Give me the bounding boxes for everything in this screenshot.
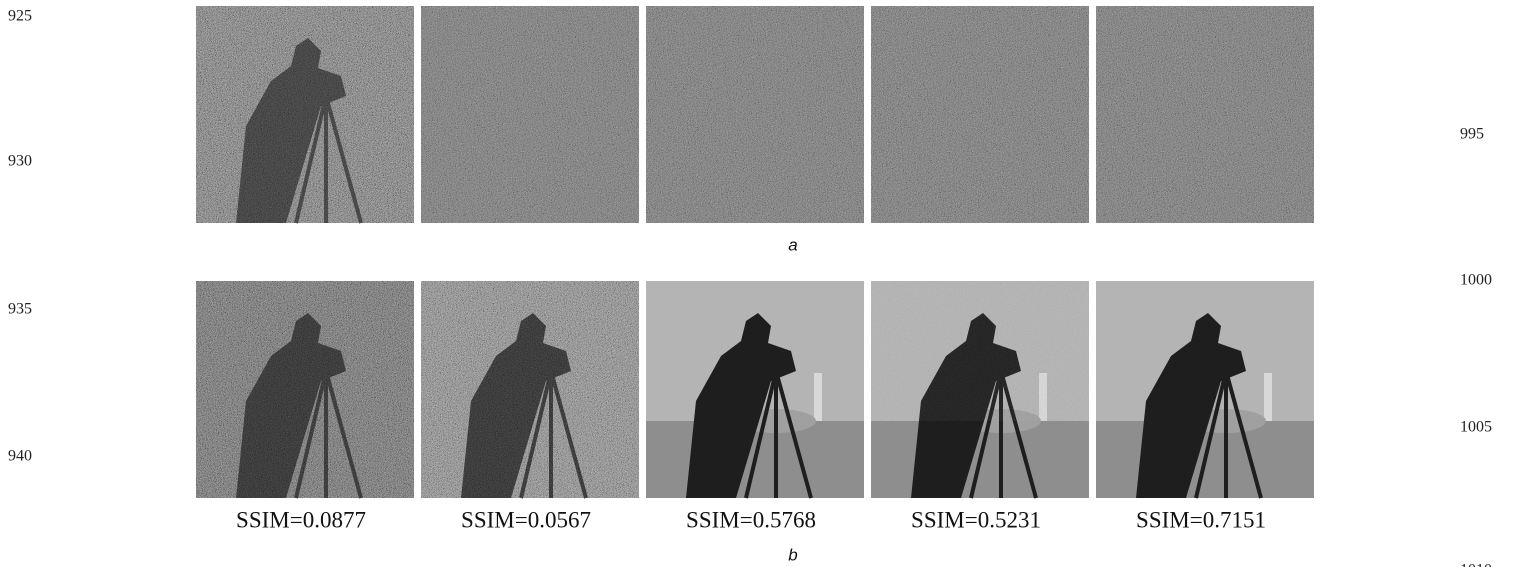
noise-overlay bbox=[871, 281, 1089, 421]
ssim-caption: SSIM=0.5231 bbox=[911, 507, 1041, 532]
ssim-caption: SSIM=0.5768 bbox=[686, 507, 816, 532]
image-panel bbox=[871, 281, 1089, 498]
image-panel bbox=[196, 281, 414, 498]
line-number: 1000 bbox=[1460, 272, 1492, 289]
noise-overlay bbox=[196, 281, 414, 498]
image-panel bbox=[421, 6, 639, 223]
noise-texture bbox=[646, 6, 864, 223]
image-panel bbox=[646, 6, 864, 223]
figure: a b 925 930 935 940 995 1000 1005 1010 SSIM=0.08… bbox=[0, 0, 1513, 567]
image-panel bbox=[1096, 6, 1314, 223]
ssim-caption: SSIM=0.0877 bbox=[236, 507, 366, 532]
noise-overlay bbox=[421, 281, 639, 498]
image-panel bbox=[421, 281, 639, 498]
line-number: 935 bbox=[8, 301, 32, 318]
ssim-caption: SSIM=0.0567 bbox=[461, 507, 591, 532]
row-label: a bbox=[788, 235, 797, 254]
building bbox=[814, 373, 822, 421]
image-panel bbox=[196, 6, 414, 223]
line-number: 925 bbox=[8, 8, 32, 25]
ssim-caption: SSIM=0.7151 bbox=[1136, 507, 1266, 532]
image-panel bbox=[1096, 281, 1314, 498]
noise-overlay bbox=[196, 6, 414, 223]
image-panel bbox=[646, 281, 864, 498]
line-number: 930 bbox=[8, 153, 32, 170]
line-number: 940 bbox=[8, 448, 32, 465]
image-panel bbox=[871, 6, 1089, 223]
page: a b 925 930 935 940 995 1000 1005 1010 SSIM=0.08… bbox=[0, 0, 1513, 567]
row-label: b bbox=[788, 545, 797, 564]
line-number: 1010 bbox=[1460, 562, 1492, 567]
noise-texture bbox=[871, 6, 1089, 223]
building bbox=[1264, 373, 1272, 421]
line-number: 995 bbox=[1460, 126, 1484, 143]
noise-texture bbox=[1096, 6, 1314, 223]
line-number: 1005 bbox=[1460, 419, 1492, 436]
noise-texture bbox=[421, 6, 639, 223]
